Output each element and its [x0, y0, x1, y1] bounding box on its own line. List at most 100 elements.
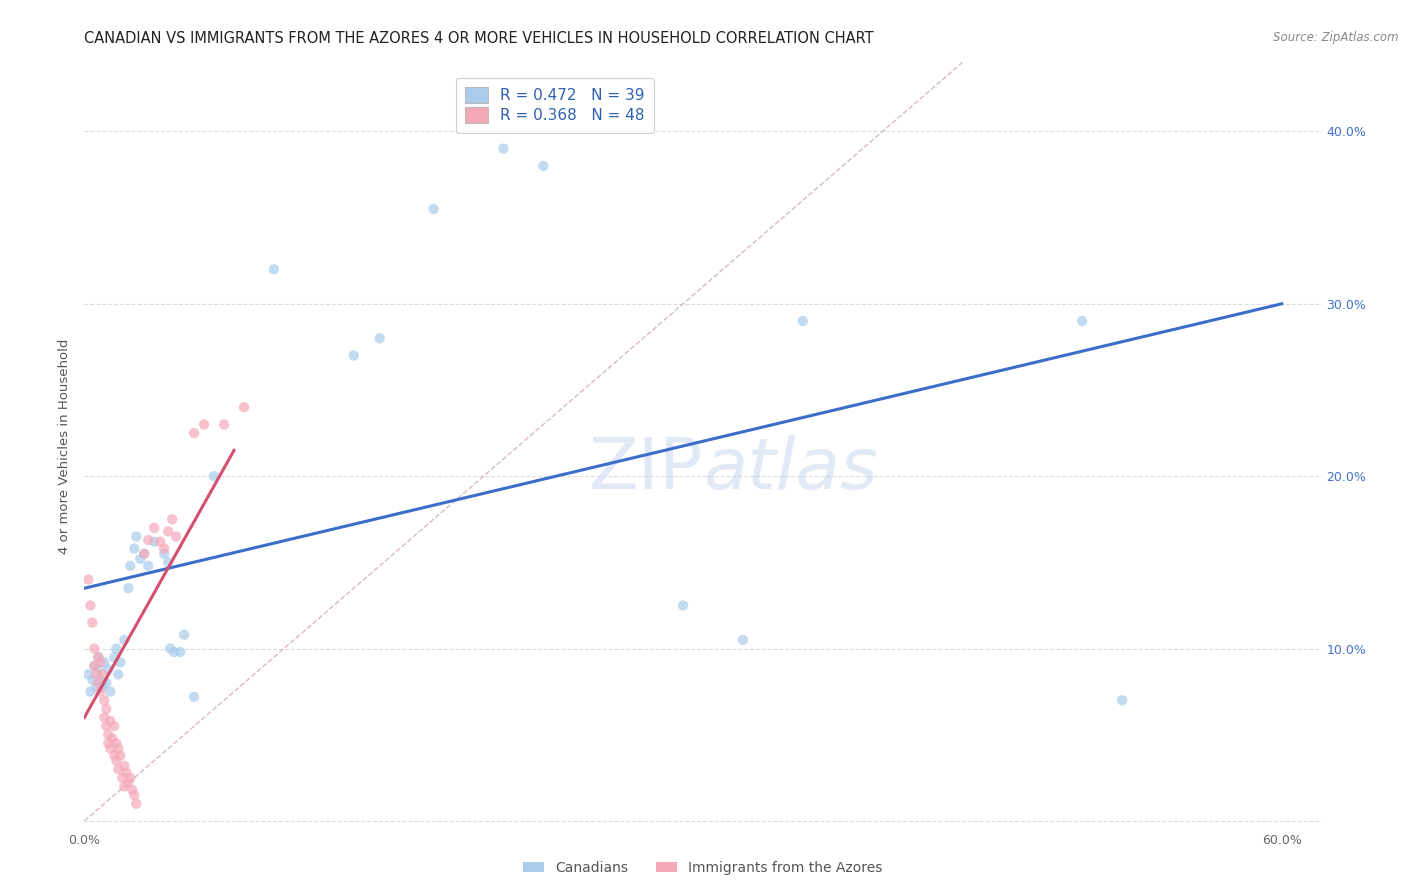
Point: [96, 676, 118, 690]
Point: [134, 547, 156, 561]
Point: [263, 262, 285, 277]
Point: [1111, 693, 1133, 707]
Point: [91, 680, 114, 694]
Point: [193, 417, 215, 432]
Point: [96, 719, 118, 733]
Point: [422, 202, 444, 216]
Point: [110, 656, 132, 670]
Point: [115, 765, 138, 780]
Point: [83, 658, 105, 673]
Point: [111, 771, 134, 785]
Point: [97, 728, 120, 742]
Y-axis label: 4 or more Vehicles in Household: 4 or more Vehicles in Household: [58, 338, 72, 554]
Point: [93, 656, 115, 670]
Point: [202, 469, 225, 483]
Point: [98, 714, 121, 728]
Point: [153, 541, 176, 556]
Point: [157, 524, 180, 539]
Point: [212, 417, 235, 432]
Point: [122, 541, 145, 556]
Point: [183, 690, 205, 704]
Point: [89, 684, 111, 698]
Point: [173, 628, 195, 642]
Point: [121, 783, 143, 797]
Point: [117, 776, 139, 790]
Point: [107, 667, 129, 681]
Point: [134, 547, 156, 561]
Point: [103, 719, 125, 733]
Point: [731, 632, 754, 647]
Point: [77, 667, 100, 681]
Point: [136, 558, 159, 573]
Point: [79, 599, 101, 613]
Point: [87, 650, 110, 665]
Point: [125, 797, 148, 811]
Point: [120, 558, 142, 573]
Point: [343, 349, 366, 363]
Point: [531, 159, 554, 173]
Point: [83, 641, 105, 656]
Point: [143, 534, 166, 549]
Point: [91, 667, 114, 681]
Point: [153, 547, 176, 561]
Legend: Canadians, Immigrants from the Azores: Canadians, Immigrants from the Azores: [517, 855, 889, 880]
Point: [136, 533, 159, 547]
Point: [120, 771, 142, 785]
Point: [98, 684, 121, 698]
Text: atlas: atlas: [703, 434, 877, 503]
Point: [82, 673, 104, 687]
Point: [107, 762, 129, 776]
Text: ZIP: ZIP: [589, 434, 703, 503]
Point: [233, 401, 256, 415]
Point: [492, 142, 515, 156]
Point: [368, 331, 391, 345]
Point: [89, 673, 111, 687]
Point: [103, 748, 125, 763]
Point: [112, 780, 135, 794]
Point: [97, 662, 120, 676]
Point: [93, 710, 115, 724]
Point: [792, 314, 814, 328]
Legend: R = 0.472   N = 39, R = 0.368   N = 48: R = 0.472 N = 39, R = 0.368 N = 48: [456, 78, 654, 133]
Point: [149, 534, 172, 549]
Point: [160, 512, 183, 526]
Point: [159, 641, 181, 656]
Point: [105, 641, 128, 656]
Point: [105, 754, 128, 768]
Point: [86, 680, 108, 694]
Point: [143, 521, 166, 535]
Point: [112, 632, 135, 647]
Point: [93, 693, 115, 707]
Point: [183, 426, 205, 441]
Point: [672, 599, 695, 613]
Point: [117, 581, 139, 595]
Text: Source: ZipAtlas.com: Source: ZipAtlas.com: [1274, 31, 1399, 45]
Point: [96, 702, 118, 716]
Point: [107, 741, 129, 756]
Point: [82, 615, 104, 630]
Text: CANADIAN VS IMMIGRANTS FROM THE AZORES 4 OR MORE VEHICLES IN HOUSEHOLD CORRELATI: CANADIAN VS IMMIGRANTS FROM THE AZORES 4…: [84, 31, 875, 46]
Point: [103, 650, 125, 665]
Point: [101, 731, 124, 746]
Point: [163, 645, 186, 659]
Point: [157, 555, 180, 569]
Point: [77, 573, 100, 587]
Point: [87, 650, 110, 665]
Point: [97, 736, 120, 750]
Point: [105, 736, 128, 750]
Point: [87, 662, 110, 676]
Point: [79, 684, 101, 698]
Point: [169, 645, 191, 659]
Point: [129, 552, 152, 566]
Point: [87, 676, 110, 690]
Point: [89, 656, 111, 670]
Point: [1071, 314, 1094, 328]
Point: [112, 758, 135, 772]
Point: [122, 788, 145, 802]
Point: [125, 529, 148, 543]
Point: [110, 748, 132, 763]
Point: [86, 667, 108, 681]
Point: [83, 658, 105, 673]
Point: [98, 741, 121, 756]
Point: [165, 529, 187, 543]
